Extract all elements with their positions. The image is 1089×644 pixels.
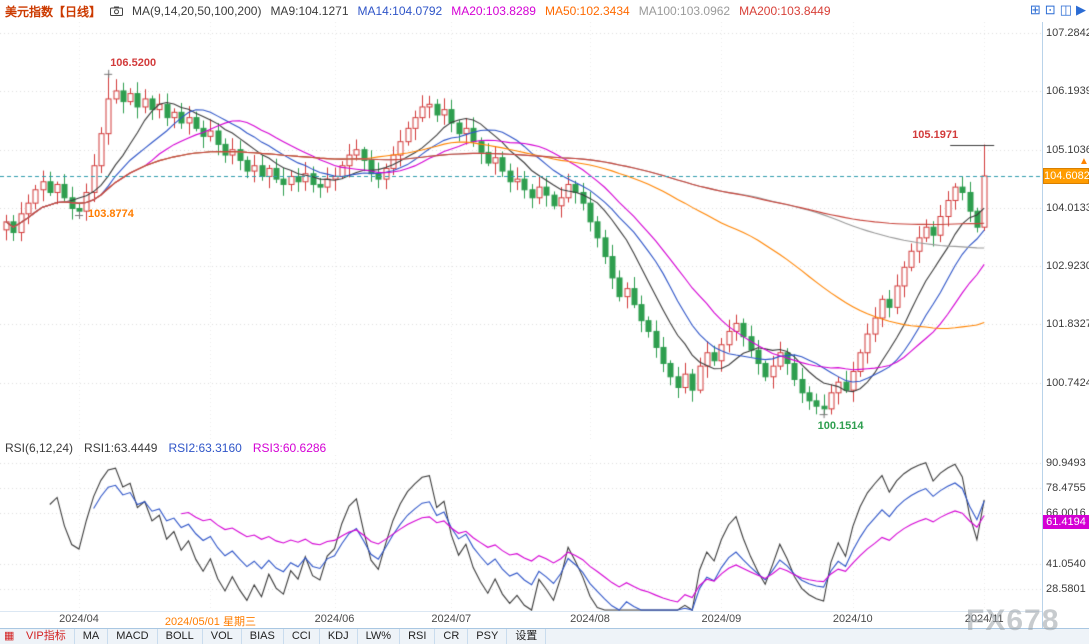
rsi-axis-label: 90.9493 (1046, 456, 1086, 469)
toolbar-item-psy[interactable]: PSY (468, 629, 508, 644)
header-window-icons: ⊞ ⊡ ◫ ▶ (1030, 2, 1086, 18)
last-price-badge: 104.6082 (1043, 167, 1089, 184)
ma-value-label: MA200:103.8449 (739, 4, 831, 18)
watermark: FX678 (966, 604, 1060, 637)
rsi-header: RSI(6,12,24) RSI1:63.4449 RSI2:63.3160 RSI3… (5, 441, 327, 455)
date-axis-label-nov: 2024/11 (964, 613, 1004, 625)
bottom-toolbar: ▦ VIP指标 MA MACD BOLL VOL BIAS CCI KDJ LW% RSI CR PSY… (0, 628, 1089, 644)
ma-value-label: MA50:102.3434 (544, 4, 630, 18)
toolbar-item-settings[interactable]: 设置 (507, 629, 547, 644)
price-axis-label: 106.1939 (1046, 85, 1089, 98)
toolbar-item-vol[interactable]: VOL (203, 629, 242, 644)
ma-values: MA9:104.1271 MA14:104.0792 MA20:103.8289 MA… (270, 4, 839, 18)
price-axis-label: 104.0133 (1046, 201, 1089, 214)
price-up-arrow-icon: ▲ (1079, 155, 1089, 167)
price-axis-label: 101.8327 (1046, 318, 1089, 331)
toolbar-item-ma[interactable]: MA (75, 629, 109, 644)
camera-icon[interactable] (110, 6, 124, 16)
toolbar-item-bias[interactable]: BIAS (242, 629, 284, 644)
toolbar-item-rsi[interactable]: RSI (400, 629, 436, 644)
price-axis-label: 102.9230 (1046, 260, 1089, 273)
axis-border-line (1042, 0, 1043, 628)
grid-window-icon[interactable]: ⊞ (1029, 2, 1041, 17)
next-page-icon[interactable]: ▶ (1076, 2, 1086, 17)
ma-value-label: MA9:104.1271 (270, 4, 349, 18)
rsi-axis-label: 41.0540 (1046, 557, 1086, 570)
toolbar-item-cci[interactable]: CCI (284, 629, 320, 644)
price-annotation: 105.1971 (912, 128, 959, 141)
rsi-chart-canvas[interactable] (0, 455, 1042, 611)
date-axis-label-may1: 2024/05/01 星期三 (164, 616, 256, 628)
ma-value-label: MA20:103.8289 (451, 4, 536, 18)
rsi-value-label: RSI1:63.4449 (84, 441, 158, 455)
ma-value-label: MA100:103.0962 (638, 4, 731, 18)
symbol-title: 美元指数【日线】 (5, 4, 102, 19)
rsi-value-label: RSI(6,12,24) (5, 441, 74, 455)
price-axis-label: 100.7424 (1046, 376, 1089, 389)
toolbar-item-macd[interactable]: MACD (108, 629, 158, 644)
maximize-icon[interactable]: ⊡ (1044, 2, 1056, 17)
price-axis-label: 107.2842 (1046, 26, 1089, 39)
ma-settings-label[interactable]: MA(9,14,20,50,100,200) (132, 4, 262, 18)
date-axis-label-oct: 2024/10 (832, 613, 873, 625)
price-annotation: 100.1514 (817, 420, 864, 433)
date-axis-label-jul: 2024/07 (431, 613, 472, 625)
toolbar-item-vip-indicators[interactable]: VIP指标 (18, 629, 75, 644)
rsi-value-badge: 61.4194 (1043, 514, 1089, 529)
rsi-axis-label: 78.4755 (1046, 482, 1086, 495)
price-annotation: 103.8774 (88, 208, 134, 221)
chart-header: 美元指数【日线】 MA(9,14,20,50,100,200) MA9:104.… (0, 0, 1089, 22)
rsi-axis-label: 28.5801 (1046, 582, 1086, 595)
main-chart-canvas[interactable] (0, 22, 1042, 442)
ma-value-label: MA14:104.0792 (357, 4, 443, 18)
panel-divider-line (0, 611, 1042, 612)
date-axis-label-apr: 2024/04 (59, 613, 99, 625)
date-axis-label-sep: 2024/09 (701, 613, 742, 625)
toolbar-item-cr[interactable]: CR (435, 629, 469, 644)
toolbar-item-kdj[interactable]: KDJ (320, 629, 358, 644)
toolbar-item-lw[interactable]: LW% (358, 629, 401, 644)
date-axis-label-jun: 2024/06 (314, 613, 355, 625)
rsi-value-label: RSI3:60.6286 (252, 441, 327, 455)
rsi-value-label: RSI2:63.3160 (168, 441, 242, 455)
price-annotation: 106.5200 (110, 56, 157, 69)
vip-indicator-icon: ▦ (4, 630, 15, 642)
date-axis-label-aug: 2024/08 (570, 613, 610, 625)
split-panes-icon[interactable]: ◫ (1059, 2, 1072, 17)
price-axis-label: 105.1036 (1046, 143, 1089, 156)
toolbar-item-boll[interactable]: BOLL (158, 629, 203, 644)
